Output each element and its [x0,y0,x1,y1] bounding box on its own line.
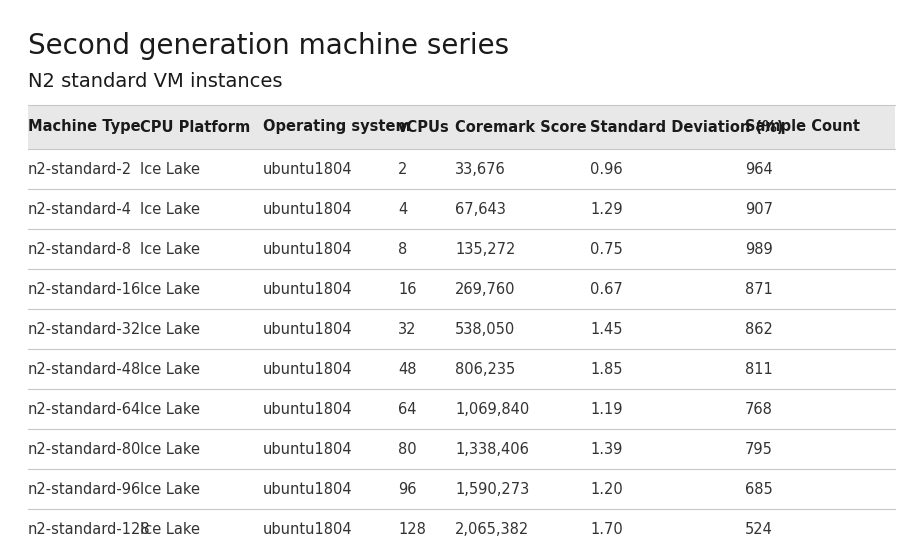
Text: 1.70: 1.70 [590,521,623,536]
Text: Ice Lake: Ice Lake [140,361,200,376]
Text: 862: 862 [745,322,773,337]
Text: 0.96: 0.96 [590,162,623,177]
Text: 989: 989 [745,242,772,257]
Text: Standard Deviation (%): Standard Deviation (%) [590,120,783,134]
Text: 871: 871 [745,281,773,296]
Text: n2-standard-80: n2-standard-80 [28,441,142,456]
Text: 907: 907 [745,201,773,216]
Text: 538,050: 538,050 [455,322,515,337]
Text: 524: 524 [745,521,773,536]
Text: 8: 8 [398,242,407,257]
Text: 1,590,273: 1,590,273 [455,482,530,497]
Text: 16: 16 [398,281,416,296]
Text: Ice Lake: Ice Lake [140,322,200,337]
Text: Ice Lake: Ice Lake [140,162,200,177]
Text: Ice Lake: Ice Lake [140,521,200,536]
Text: ubuntu1804: ubuntu1804 [263,162,352,177]
Text: 48: 48 [398,361,416,376]
Text: Ice Lake: Ice Lake [140,201,200,216]
Text: 64: 64 [398,402,416,417]
Text: n2-standard-8: n2-standard-8 [28,242,132,257]
Text: ubuntu1804: ubuntu1804 [263,482,352,497]
Text: Coremark Score: Coremark Score [455,120,587,134]
Text: n2-standard-48: n2-standard-48 [28,361,142,376]
Text: Machine Type: Machine Type [28,120,141,134]
Text: 795: 795 [745,441,773,456]
Text: 1.20: 1.20 [590,482,623,497]
Text: n2-standard-128: n2-standard-128 [28,521,151,536]
Text: 806,235: 806,235 [455,361,515,376]
Text: n2-standard-64: n2-standard-64 [28,402,142,417]
Text: 1.29: 1.29 [590,201,623,216]
Text: 32: 32 [398,322,416,337]
Text: Ice Lake: Ice Lake [140,441,200,456]
Text: 768: 768 [745,402,773,417]
Text: 1.85: 1.85 [590,361,623,376]
Text: n2-standard-32: n2-standard-32 [28,322,142,337]
Text: ubuntu1804: ubuntu1804 [263,322,352,337]
Text: Ice Lake: Ice Lake [140,402,200,417]
Text: ubuntu1804: ubuntu1804 [263,281,352,296]
Text: 33,676: 33,676 [455,162,506,177]
Text: Operating system: Operating system [263,120,411,134]
Text: n2-standard-96: n2-standard-96 [28,482,142,497]
Text: 1.45: 1.45 [590,322,623,337]
Text: 1.39: 1.39 [590,441,623,456]
Text: n2-standard-4: n2-standard-4 [28,201,132,216]
Text: 685: 685 [745,482,772,497]
Text: 80: 80 [398,441,416,456]
Text: Ice Lake: Ice Lake [140,482,200,497]
Text: N2 standard VM instances: N2 standard VM instances [28,72,282,91]
Text: 67,643: 67,643 [455,201,506,216]
Text: 96: 96 [398,482,416,497]
Text: Sample Count: Sample Count [745,120,860,134]
Text: 2: 2 [398,162,407,177]
Text: CPU Platform: CPU Platform [140,120,250,134]
Text: 811: 811 [745,361,772,376]
Text: 1.19: 1.19 [590,402,623,417]
Text: Ice Lake: Ice Lake [140,242,200,257]
Text: 269,760: 269,760 [455,281,516,296]
Text: ubuntu1804: ubuntu1804 [263,361,352,376]
Text: 4: 4 [398,201,407,216]
Text: 1,069,840: 1,069,840 [455,402,530,417]
Text: 135,272: 135,272 [455,242,515,257]
Text: ubuntu1804: ubuntu1804 [263,242,352,257]
Text: n2-standard-2: n2-standard-2 [28,162,132,177]
Text: vCPUs: vCPUs [398,120,450,134]
Text: 0.75: 0.75 [590,242,623,257]
Text: ubuntu1804: ubuntu1804 [263,441,352,456]
Text: 964: 964 [745,162,772,177]
Text: ubuntu1804: ubuntu1804 [263,402,352,417]
Text: Ice Lake: Ice Lake [140,281,200,296]
Text: 128: 128 [398,521,425,536]
Text: 0.67: 0.67 [590,281,623,296]
Text: ubuntu1804: ubuntu1804 [263,521,352,536]
Text: ubuntu1804: ubuntu1804 [263,201,352,216]
Text: Second generation machine series: Second generation machine series [28,32,509,60]
Text: n2-standard-16: n2-standard-16 [28,281,142,296]
Text: 2,065,382: 2,065,382 [455,521,530,536]
Text: 1,338,406: 1,338,406 [455,441,529,456]
